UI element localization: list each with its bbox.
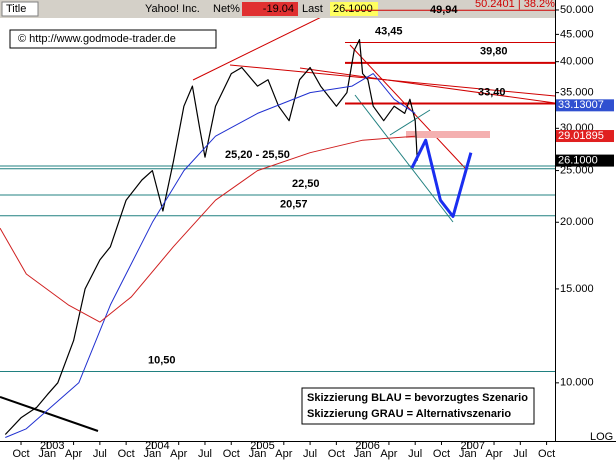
year-label: 2006: [355, 440, 379, 452]
x-tick-label: Jul: [198, 448, 212, 460]
level-label: 22,50: [292, 178, 320, 190]
series-line: [410, 138, 473, 218]
x-tick-label: Apr: [275, 448, 292, 460]
y-tick-label: 15.000: [560, 283, 594, 295]
y-tick-label: 20.000: [560, 216, 594, 228]
title-box: [1, 1, 39, 17]
net-box: [242, 2, 298, 16]
x-tick-label: Oct: [223, 448, 240, 460]
year-label: 2005: [250, 440, 274, 452]
price-marker: [556, 154, 614, 167]
header-net-label: Net%: [213, 3, 240, 15]
x-tick-label: Jan: [354, 448, 372, 460]
series-line: [5, 73, 416, 438]
x-tick-label: Apr: [65, 448, 82, 460]
trend-line: [354, 94, 454, 223]
legend-line: Skizzierung GRAU = Alternativszenario: [307, 408, 511, 420]
header-last-label: Last: [302, 3, 323, 15]
x-tick-label: Jul: [303, 448, 317, 460]
top-annotation: 50.2401 | 38.2%: [475, 0, 555, 10]
year-label: 2004: [145, 440, 169, 452]
x-tick-label: Jan: [144, 448, 162, 460]
x-tick-label: Jul: [513, 448, 527, 460]
level-label: 33,40: [478, 86, 506, 98]
legend-box: [301, 387, 535, 425]
x-tick-label: Jan: [459, 448, 477, 460]
level-label: 39,80: [480, 46, 508, 58]
price-marker-label: 26.1000: [558, 154, 598, 166]
y-tick-label: 40.000: [560, 56, 594, 68]
x-tick-label: Oct: [12, 448, 29, 460]
x-tick-label: Jul: [93, 448, 107, 460]
target-zone: [406, 131, 490, 138]
x-tick-label: Apr: [380, 448, 397, 460]
watermark: © http://www.godmode-trader.de: [18, 33, 176, 45]
watermark-box: [9, 29, 217, 49]
price-marker-label: 33.13007: [558, 99, 604, 111]
price-marker-label: 29.01895: [558, 130, 604, 142]
x-tick-label: Oct: [433, 448, 450, 460]
y-tick-label: 45.000: [560, 28, 594, 40]
price-marker: [556, 99, 614, 112]
trend-line: [299, 67, 556, 104]
price-marker: [556, 130, 614, 143]
year-label: 2003: [40, 440, 64, 452]
year-label: 2007: [461, 440, 485, 452]
last-box: [330, 2, 378, 16]
trend-line: [0, 396, 99, 432]
level-label: 10,50: [148, 354, 176, 366]
y-tick-label: 10.000: [560, 377, 594, 389]
x-tick-label: Oct: [118, 448, 135, 460]
x-tick-label: Apr: [485, 448, 502, 460]
y-tick-label: 35.000: [560, 87, 594, 99]
level-label: 43,45: [375, 25, 403, 37]
x-tick-label: Oct: [538, 448, 555, 460]
x-tick-label: Apr: [170, 448, 187, 460]
series-line: [4, 39, 418, 435]
header-symbol: Yahoo! Inc.: [145, 3, 200, 15]
trend-line: [389, 109, 431, 136]
x-tick-label: Jan: [38, 448, 56, 460]
x-tick-label: Jul: [408, 448, 422, 460]
level-label: 49,94: [430, 4, 458, 16]
series-line: [0, 135, 416, 323]
header-net: -19.04: [263, 3, 294, 15]
header-last: 26.1000: [333, 3, 373, 15]
y-axis-label: LOG: [590, 431, 613, 443]
legend-line: Skizzierung BLAU = bevorzugtes Szenario: [307, 392, 528, 404]
level-label: 25,20 - 25,50: [225, 149, 290, 161]
header-title: Title: [6, 3, 26, 15]
level-label: 20,57: [280, 199, 308, 211]
x-tick-label: Jan: [249, 448, 267, 460]
y-tick-label: 25.000: [560, 164, 594, 176]
y-tick-label: 50.000: [560, 4, 594, 16]
x-tick-label: Oct: [328, 448, 345, 460]
